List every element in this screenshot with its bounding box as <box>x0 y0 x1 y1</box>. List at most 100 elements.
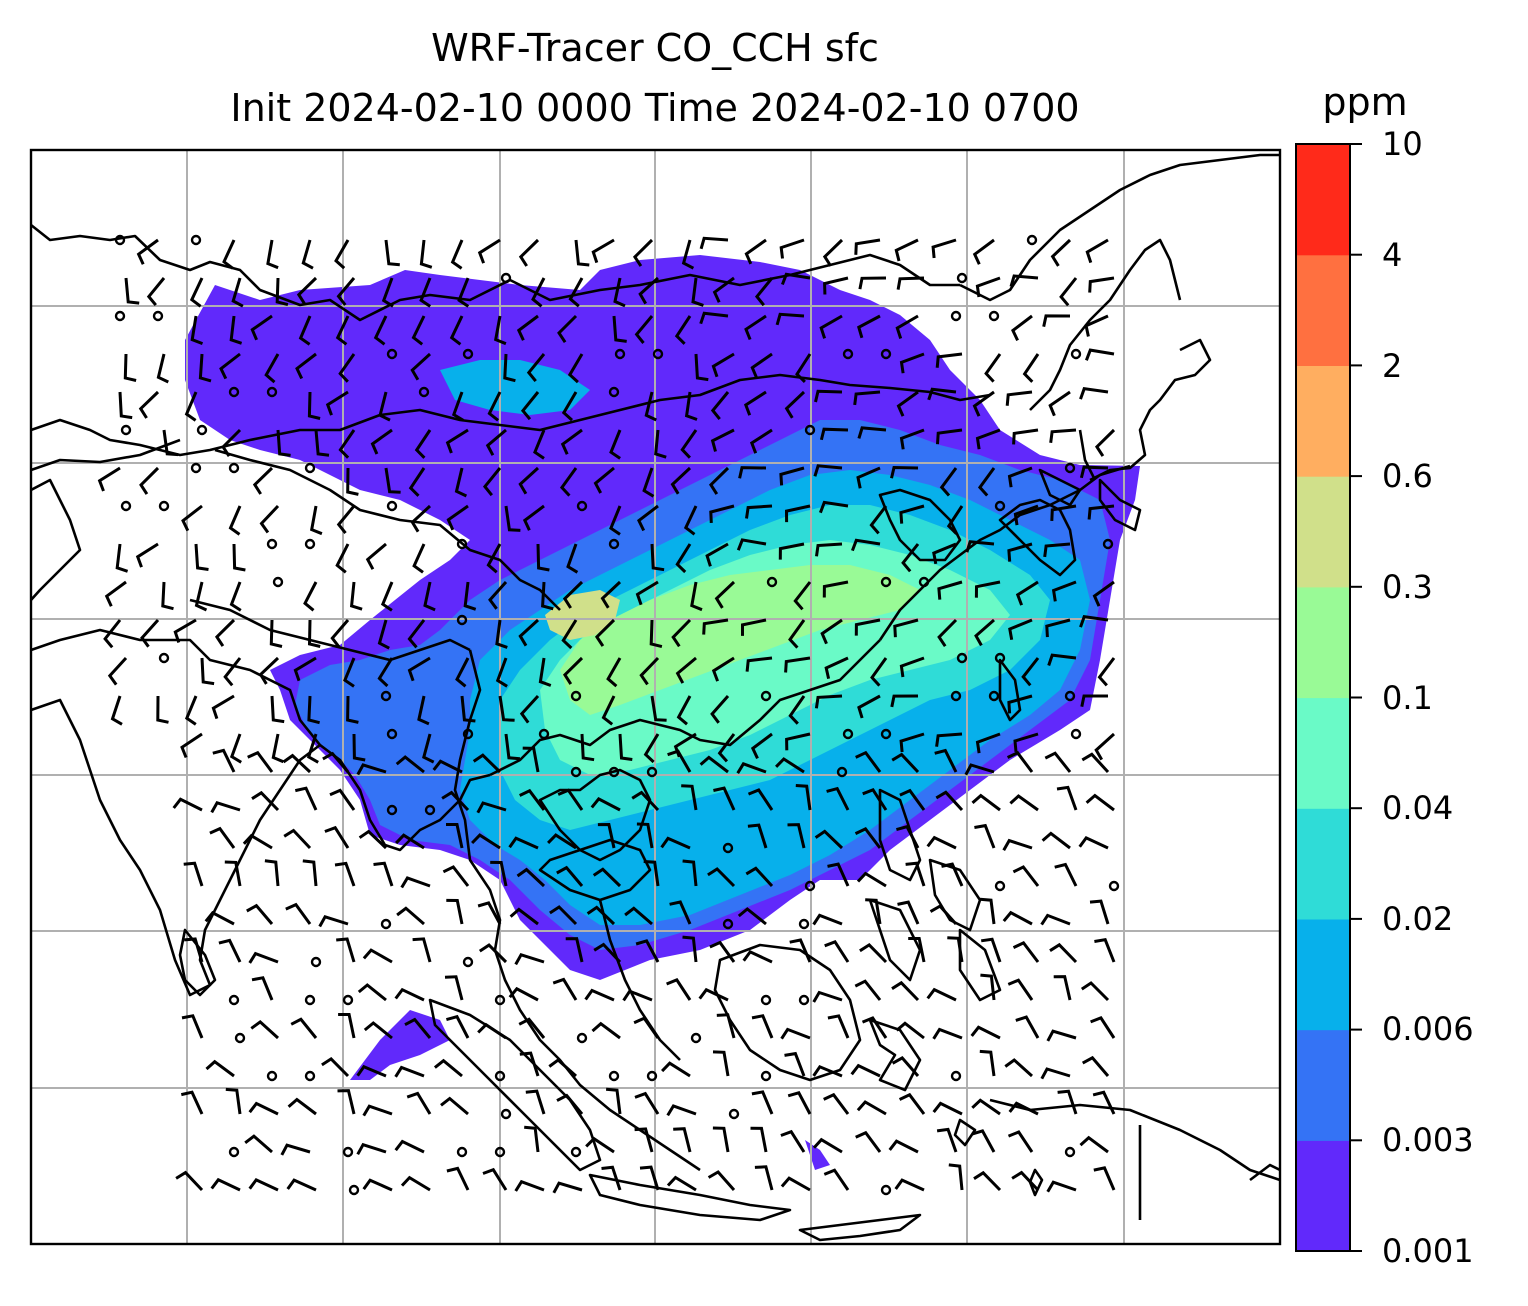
wind-barb <box>477 901 502 925</box>
wind-barb <box>377 657 394 688</box>
wind-barb <box>524 1125 540 1153</box>
wind-barb <box>899 504 925 524</box>
calm-wind-circle <box>272 576 284 588</box>
wind-barb <box>209 826 236 849</box>
wind-barb <box>826 786 850 811</box>
wind-barb <box>250 1019 280 1040</box>
wind-barb <box>859 942 888 964</box>
wind-barb <box>814 829 844 850</box>
wind-barb <box>1011 314 1033 342</box>
wind-barb <box>854 618 881 636</box>
wind-barb <box>784 1051 806 1077</box>
wind-barb <box>744 238 767 265</box>
wind-barb <box>1084 348 1115 361</box>
calm-wind-circle <box>608 538 620 550</box>
wind-barb <box>357 983 387 1002</box>
wind-barb <box>518 1017 546 1039</box>
wind-barb <box>600 580 622 609</box>
wind-barb <box>972 238 995 265</box>
wind-barb <box>1007 466 1033 488</box>
wind-barb <box>477 238 501 264</box>
wind-barb <box>419 239 433 269</box>
wind-barb <box>749 428 773 454</box>
calm-wind-circle <box>456 1146 468 1158</box>
wind-barb <box>974 580 1001 598</box>
wind-barb <box>977 467 996 497</box>
wind-barb <box>516 314 539 341</box>
wind-barb <box>744 314 767 341</box>
wind-barb <box>146 277 166 307</box>
wind-barb <box>935 352 963 368</box>
calm-wind-circle <box>760 690 772 702</box>
wind-barb <box>609 429 622 460</box>
wind-barb <box>1084 314 1109 337</box>
wind-barb <box>787 823 806 849</box>
wind-barb <box>1040 1067 1071 1080</box>
wind-barb <box>172 797 203 812</box>
calm-wind-circle <box>462 728 474 740</box>
wind-barb <box>631 790 660 812</box>
wind-barb <box>115 543 129 573</box>
calm-wind-circle <box>304 994 316 1006</box>
wind-barb <box>717 733 736 763</box>
calm-wind-circle <box>1064 462 1076 474</box>
calm-wind-circle <box>994 880 1006 892</box>
wind-barb <box>1089 899 1110 925</box>
wind-barb <box>406 1091 432 1115</box>
wind-barb <box>1007 694 1033 714</box>
wind-barb <box>814 389 843 403</box>
wind-barb <box>225 1087 242 1115</box>
calm-wind-circle <box>158 500 170 512</box>
wind-barb <box>561 619 578 650</box>
wind-barb <box>750 1126 768 1153</box>
wind-barb <box>666 1104 697 1117</box>
wind-barb <box>690 581 703 612</box>
wind-barb <box>820 618 843 645</box>
calm-wind-circle <box>462 956 474 968</box>
calm-wind-circle <box>842 728 854 740</box>
wind-barb <box>709 504 735 523</box>
wind-barb <box>716 1013 736 1039</box>
wind-barb <box>932 1101 963 1116</box>
wind-barb <box>751 1090 774 1115</box>
wind-barb <box>210 801 241 814</box>
wind-barb <box>850 538 881 552</box>
calm-wind-circle <box>1108 880 1120 892</box>
wind-barb <box>775 312 805 326</box>
wind-barb <box>812 1137 843 1154</box>
wind-barb <box>485 428 507 456</box>
calm-wind-circle <box>842 348 854 360</box>
wind-barb <box>518 466 540 495</box>
wind-barb <box>303 581 318 612</box>
wind-barb <box>1092 1090 1116 1115</box>
wind-barb <box>181 504 203 532</box>
wind-barb <box>710 391 730 421</box>
wind-barb <box>204 910 235 926</box>
wind-barb <box>568 277 584 308</box>
wind-barb <box>194 543 209 571</box>
wind-barb <box>901 543 920 573</box>
wind-barb <box>490 860 508 887</box>
calm-wind-circle <box>228 1146 240 1158</box>
wind-barb <box>970 1025 1001 1040</box>
wind-barb <box>736 761 767 774</box>
wind-barb <box>519 1051 540 1077</box>
wind-barb <box>712 1050 730 1077</box>
wind-barb <box>567 353 584 384</box>
wind-barb <box>472 753 502 774</box>
wind-barb <box>634 1127 654 1153</box>
wind-barb <box>1056 785 1078 811</box>
wind-barb <box>139 466 160 495</box>
wind-barb <box>110 695 123 726</box>
map-frame <box>29 148 1282 1246</box>
wind-barb <box>862 787 888 811</box>
wind-barb <box>336 937 356 963</box>
wind-barb <box>446 823 464 849</box>
wind-barb <box>670 466 692 495</box>
calm-wind-circle <box>994 652 1006 664</box>
wind-barb <box>442 865 470 887</box>
wind-barb <box>1049 428 1077 443</box>
colorbar-segment <box>1296 476 1350 588</box>
wind-barb <box>681 239 695 270</box>
calm-wind-circle <box>880 348 892 360</box>
